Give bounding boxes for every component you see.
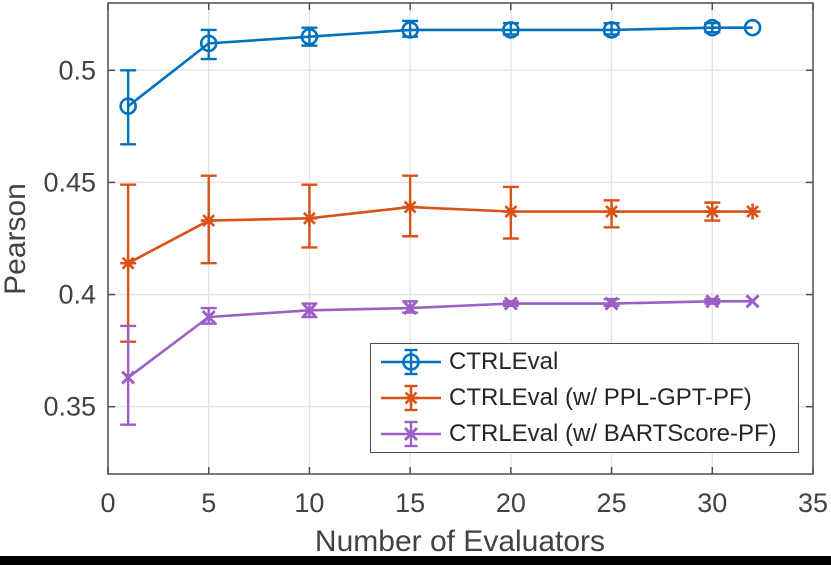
legend-entry-bartscore-pf: CTRLEval (w/ BARTScore-PF) xyxy=(371,416,798,452)
series-ctrleval-w-bartscore-pf xyxy=(120,294,760,426)
series-ctrleval xyxy=(119,18,762,146)
errorbar-circle-marker-icon xyxy=(381,348,441,376)
x-axis-label: Number of Evaluators xyxy=(315,525,605,558)
x-tick-label: 15 xyxy=(395,488,425,518)
errorbar-asterisk-marker-icon xyxy=(381,384,441,412)
x-tick-label: 25 xyxy=(597,488,627,518)
legend-label: CTRLEval (w/ PPL-GPT-PF) xyxy=(449,384,752,411)
y-tick-label: 0.45 xyxy=(43,167,96,197)
legend-entry-ppl-gpt-pf: CTRLEval (w/ PPL-GPT-PF) xyxy=(371,380,798,416)
y-tick-label: 0.5 xyxy=(58,55,96,85)
x-tick-label: 0 xyxy=(100,488,115,518)
legend: CTRLEval CTRLEval (w/ PPL-GPT-PF) CTRLEv… xyxy=(370,343,799,453)
x-tick-label: 30 xyxy=(697,488,727,518)
legend-label: CTRLEval xyxy=(449,348,559,375)
grid-layer xyxy=(108,3,813,474)
x-tick-label: 35 xyxy=(798,488,828,518)
axes-box xyxy=(107,2,814,475)
series-ctrleval-w-ppl-gpt-pf xyxy=(120,174,761,343)
y-axis-label: Pearson xyxy=(0,183,32,295)
x-tick-label: 10 xyxy=(294,488,324,518)
series-layer xyxy=(119,18,762,426)
bottom-black-bar xyxy=(0,556,831,565)
y-tick-label: 0.35 xyxy=(43,392,96,422)
x-tick-label: 20 xyxy=(496,488,526,518)
y-tick-label: 0.4 xyxy=(58,280,96,310)
legend-entry-ctrleval: CTRLEval xyxy=(371,344,798,380)
x-tick-label: 5 xyxy=(201,488,216,518)
tick-labels: 0 5 10 15 20 25 30 35 0.35 0.4 0.45 0.5 xyxy=(43,55,828,518)
legend-label: CTRLEval (w/ BARTScore-PF) xyxy=(449,420,777,447)
errorbar-x-marker-icon xyxy=(381,420,441,448)
